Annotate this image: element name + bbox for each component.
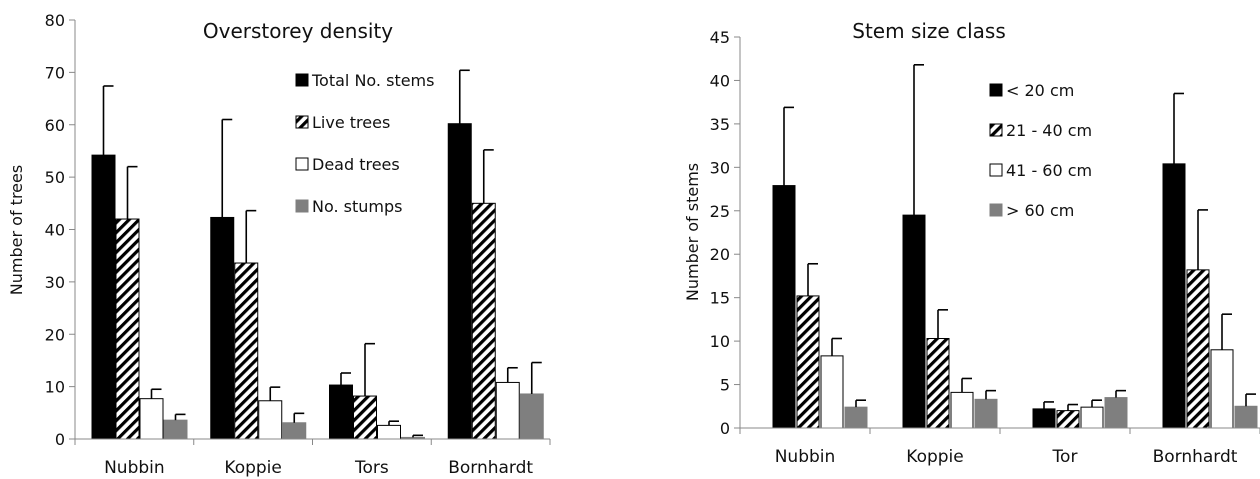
bar <box>974 398 998 429</box>
bar <box>820 355 844 429</box>
legend-label: 21 - 40 cm <box>1006 121 1092 140</box>
legend-label: Total No. stems <box>311 71 434 90</box>
y-tick-label: 40 <box>710 71 730 90</box>
y-tick-label: 20 <box>45 325 65 344</box>
bar <box>210 216 235 440</box>
y-tick-label: 70 <box>45 63 65 82</box>
category-label: Koppie <box>224 458 281 478</box>
category-label: Koppie <box>906 447 963 467</box>
bar <box>471 202 496 440</box>
bar <box>495 381 520 440</box>
y-tick-label: 30 <box>45 273 65 292</box>
bar <box>926 338 950 429</box>
bar <box>163 419 188 440</box>
legend-label: No. stumps <box>312 197 402 216</box>
legend-label: Dead trees <box>312 155 400 174</box>
legend-swatch <box>989 203 1003 217</box>
bar <box>1104 397 1128 429</box>
y-tick-label: 45 <box>710 28 730 47</box>
y-tick-label: 0 <box>55 430 65 449</box>
bar <box>902 214 926 429</box>
y-axis-label: Number of trees <box>7 165 26 295</box>
legend-swatch <box>295 115 309 129</box>
bar <box>1186 269 1210 429</box>
legend-swatch <box>295 157 309 171</box>
y-tick-label: 30 <box>710 158 730 177</box>
legend-label: > 60 cm <box>1006 201 1074 220</box>
bar <box>282 422 307 440</box>
bar <box>91 154 116 440</box>
y-tick-label: 60 <box>45 116 65 135</box>
category-label: Bornhardt <box>448 458 533 478</box>
bar <box>329 384 353 440</box>
y-tick-label: 10 <box>710 332 730 351</box>
bar <box>1032 408 1056 429</box>
legend-swatch <box>295 199 309 213</box>
bar <box>139 398 164 440</box>
bar <box>377 424 401 440</box>
overstorey-density-chart: Overstorey density Number of trees 0 10 20… <box>7 11 551 478</box>
category-label: Nubbin <box>775 447 836 467</box>
legend-swatch <box>295 73 309 87</box>
stem-size-class-chart: Stem size class Number of stems 0 5 10 15 20… <box>683 19 1260 467</box>
bar <box>234 262 259 440</box>
y-tick-label: 10 <box>45 378 65 397</box>
y-tick-label: 50 <box>45 168 65 187</box>
bar <box>519 393 544 440</box>
y-tick-label: 15 <box>710 289 730 308</box>
bar <box>1210 349 1234 429</box>
legend-label: 41 - 60 cm <box>1006 161 1092 180</box>
y-tick-label: 80 <box>45 11 65 30</box>
bar <box>772 185 796 429</box>
bar <box>258 400 283 440</box>
bar <box>950 391 974 429</box>
chart-title: Overstorey density <box>203 19 393 43</box>
legend-label: Live trees <box>312 113 390 132</box>
bar <box>115 218 140 440</box>
bar <box>1056 410 1080 429</box>
y-axis-label: Number of stems <box>683 163 702 301</box>
legend-label: < 20 cm <box>1006 81 1074 100</box>
legend-swatch <box>989 163 1003 177</box>
y-tick-label: 5 <box>720 376 730 395</box>
bar <box>844 406 868 429</box>
y-tick-label: 40 <box>45 221 65 240</box>
bar <box>1080 406 1104 429</box>
category-label: Nubbin <box>104 458 165 478</box>
bar <box>353 395 377 440</box>
category-label: Bornhardt <box>1153 447 1238 467</box>
chart-title: Stem size class <box>852 19 1005 43</box>
category-label: Tor <box>1052 447 1078 467</box>
y-tick-label: 0 <box>720 419 730 438</box>
bar <box>447 123 472 440</box>
y-tick-label: 20 <box>710 245 730 264</box>
legend-swatch <box>989 83 1003 97</box>
bar <box>796 295 820 429</box>
bar <box>1162 163 1186 429</box>
legend-swatch <box>989 123 1003 137</box>
y-tick-label: 35 <box>710 115 730 134</box>
bar <box>1234 405 1258 429</box>
category-label: Tors <box>354 458 389 478</box>
y-tick-label: 25 <box>710 202 730 221</box>
